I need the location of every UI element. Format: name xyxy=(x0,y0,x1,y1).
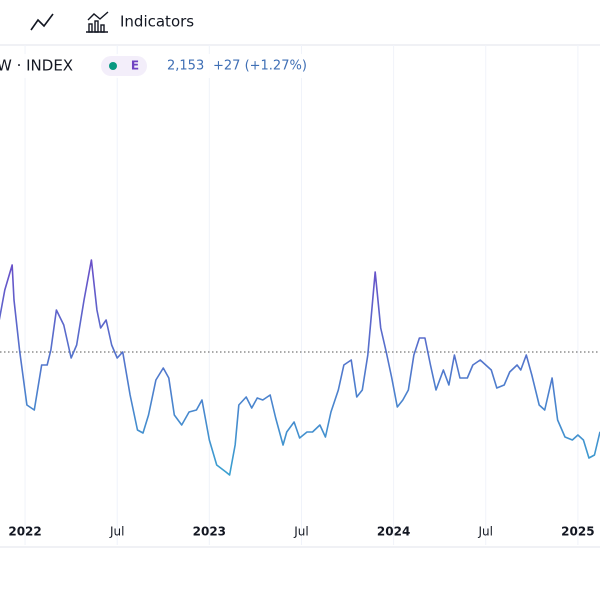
toolbar: Indicators xyxy=(30,11,194,33)
legend: W · INDEX E 2,153 +27 (+1.27%) xyxy=(0,54,330,78)
x-tick-label: Jul xyxy=(293,525,308,539)
indicators-icon xyxy=(86,11,109,33)
x-tick-label: Jul xyxy=(478,525,493,539)
badge-pill xyxy=(101,56,147,76)
badge: E xyxy=(131,59,139,73)
line-icon xyxy=(30,13,54,31)
x-tick-label: Jul xyxy=(109,525,124,539)
x-tick-label: 2023 xyxy=(193,525,226,539)
price: 2,153 xyxy=(167,59,204,74)
x-tick-label: 2024 xyxy=(377,525,410,539)
chart-style-button[interactable] xyxy=(30,13,54,31)
change: +27 (+1.27%) xyxy=(213,59,307,74)
plot: 2022 Jul 2023 Jul 2024 Jul 2025 xyxy=(0,45,600,545)
x-tick-label: 2022 xyxy=(8,525,41,539)
x-tick-label: 2025 xyxy=(561,525,594,539)
price-line-series xyxy=(0,259,600,476)
legend-bg xyxy=(0,54,330,78)
indicators-label: Indicators xyxy=(120,13,194,31)
status-dot xyxy=(109,62,117,70)
symbol: W · INDEX xyxy=(0,57,73,75)
indicators-button[interactable]: Indicators xyxy=(86,11,194,33)
